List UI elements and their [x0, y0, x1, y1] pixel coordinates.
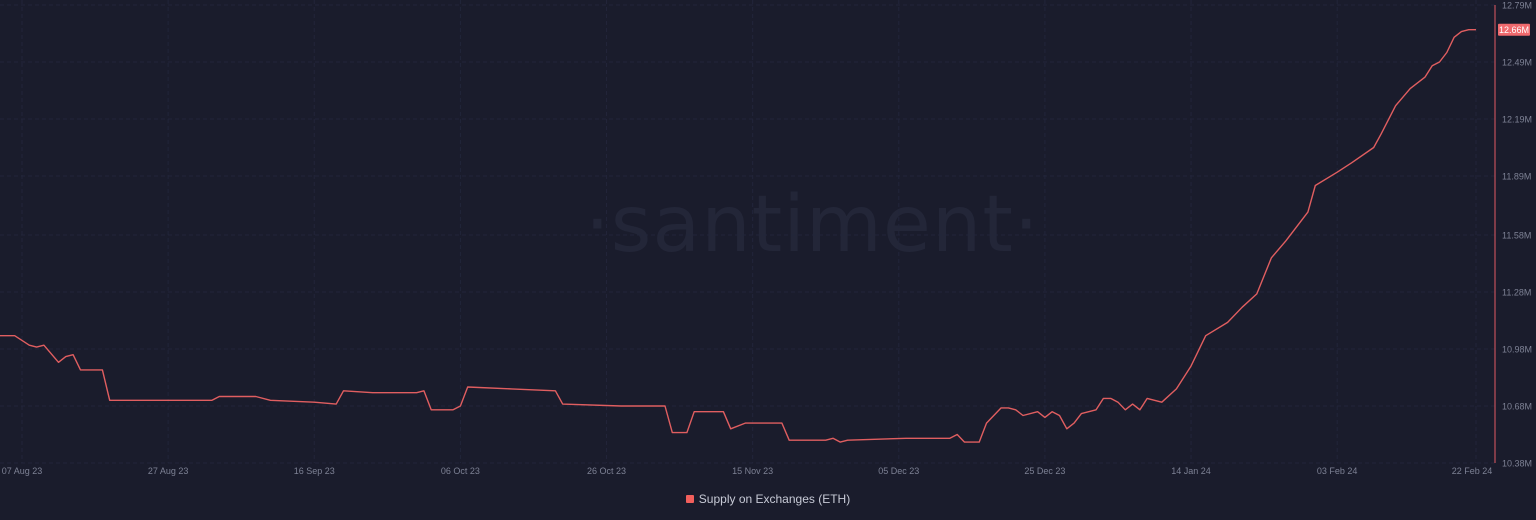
legend-label: Supply on Exchanges (ETH)	[698, 492, 851, 506]
x-tick-label: 27 Aug 23	[148, 466, 189, 476]
y-axis-ticks: 12.79M 12.49M 12.19M 11.89M 11.58M 11.28M 10.9…	[1502, 1, 1532, 469]
y-tick-label: 11.28M	[1502, 287, 1531, 297]
y-tick-label: 12.19M	[1502, 115, 1532, 125]
series-line-supply-on-exchanges	[0, 29, 1476, 443]
x-tick-label: 03 Feb 24	[1317, 466, 1358, 476]
grid-lines	[0, 0, 1495, 464]
y-tick-label: 11.89M	[1502, 172, 1531, 182]
y-tick-label: 11.58M	[1502, 230, 1531, 240]
y-tick-label: 12.49M	[1502, 58, 1532, 68]
x-tick-label: 07 Aug 23	[2, 466, 43, 476]
x-tick-label: 05 Dec 23	[878, 466, 919, 476]
y-tick-label: 10.68M	[1502, 401, 1532, 411]
last-value-label: 12.66M	[1499, 25, 1529, 35]
x-tick-label: 14 Jan 24	[1171, 466, 1211, 476]
x-tick-label: 16 Sep 23	[294, 466, 335, 476]
x-tick-label: 06 Oct 23	[441, 466, 480, 476]
legend-swatch-icon	[685, 495, 694, 503]
x-axis-ticks: 07 Aug 23 27 Aug 23 16 Sep 23 06 Oct 23 26 O…	[2, 466, 1493, 476]
legend: Supply on Exchanges (ETH)	[0, 492, 1536, 506]
y-tick-label: 12.79M	[1502, 1, 1532, 11]
supply-line-chart: 07 Aug 23 27 Aug 23 16 Sep 23 06 Oct 23 26 O…	[0, 0, 1532, 476]
x-tick-label: 15 Nov 23	[732, 466, 773, 476]
x-tick-label: 25 Dec 23	[1024, 466, 1065, 476]
y-tick-label: 10.38M	[1502, 459, 1532, 469]
x-tick-label: 22 Feb 24	[1452, 466, 1493, 476]
last-value-badge	[1498, 23, 1530, 36]
santiment-watermark: ·santiment·	[585, 180, 1040, 270]
y-tick-label: 10.98M	[1502, 344, 1532, 354]
x-tick-label: 26 Oct 23	[587, 466, 626, 476]
